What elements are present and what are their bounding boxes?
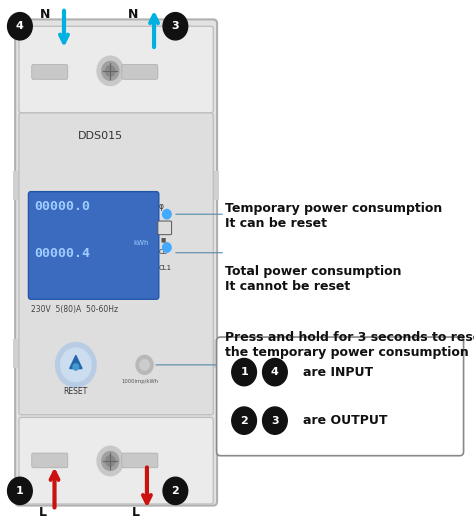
Text: N: N (40, 8, 51, 21)
FancyBboxPatch shape (32, 453, 68, 468)
Circle shape (136, 355, 153, 374)
Text: are INPUT: are INPUT (303, 365, 374, 379)
Text: are OUTPUT: are OUTPUT (303, 414, 388, 427)
FancyBboxPatch shape (19, 113, 213, 415)
Circle shape (102, 452, 119, 470)
Circle shape (8, 13, 32, 40)
FancyBboxPatch shape (19, 26, 213, 113)
Circle shape (163, 477, 188, 505)
Text: 00000.4: 00000.4 (35, 247, 91, 260)
Circle shape (140, 360, 149, 370)
Text: kWh: kWh (134, 240, 149, 246)
Text: 1000imp/kWh: 1000imp/kWh (121, 379, 158, 384)
Circle shape (56, 343, 96, 387)
FancyBboxPatch shape (28, 192, 159, 299)
Text: CL1: CL1 (159, 265, 172, 271)
FancyBboxPatch shape (15, 19, 217, 506)
Circle shape (163, 13, 188, 40)
Text: RESET: RESET (64, 387, 88, 396)
Circle shape (232, 407, 256, 434)
Text: 1: 1 (16, 486, 24, 496)
Circle shape (97, 56, 124, 86)
Circle shape (106, 66, 115, 76)
Text: Press and hold for 3 seconds to reset
the temporary power consumption: Press and hold for 3 seconds to reset th… (225, 331, 474, 359)
Polygon shape (70, 355, 82, 369)
FancyBboxPatch shape (122, 453, 158, 468)
Circle shape (8, 477, 32, 505)
Circle shape (97, 446, 124, 476)
Text: Total power consumption
It cannot be reset: Total power consumption It cannot be res… (225, 265, 401, 293)
Text: L: L (132, 506, 140, 519)
Bar (212, 171, 219, 200)
FancyBboxPatch shape (158, 221, 172, 235)
Circle shape (232, 359, 256, 386)
Circle shape (263, 407, 287, 434)
Text: 00000.0: 00000.0 (35, 200, 91, 213)
FancyBboxPatch shape (19, 417, 213, 504)
Circle shape (61, 348, 91, 382)
Text: 2: 2 (172, 486, 179, 496)
Text: N: N (128, 8, 138, 21)
Circle shape (106, 456, 115, 466)
FancyBboxPatch shape (217, 337, 464, 456)
Text: 4: 4 (16, 21, 24, 32)
Text: 2: 2 (240, 416, 248, 426)
Circle shape (73, 364, 79, 370)
Circle shape (263, 359, 287, 386)
FancyBboxPatch shape (122, 65, 158, 79)
Text: 230V  5(80)A  50-60Hz: 230V 5(80)A 50-60Hz (31, 306, 118, 314)
Text: ■: ■ (161, 238, 166, 243)
Text: 4: 4 (271, 367, 279, 377)
Text: φ: φ (159, 202, 164, 211)
Text: DDS015: DDS015 (78, 131, 123, 141)
Text: CE: CE (159, 249, 168, 255)
Bar (13, 339, 20, 367)
FancyBboxPatch shape (32, 65, 68, 79)
Bar (212, 339, 219, 367)
Text: 1: 1 (240, 367, 248, 377)
Circle shape (163, 209, 171, 219)
Circle shape (163, 243, 171, 252)
Text: 3: 3 (172, 21, 179, 32)
Bar (13, 171, 20, 200)
Text: Temporary power consumption
It can be reset: Temporary power consumption It can be re… (225, 202, 442, 230)
Circle shape (102, 61, 119, 80)
Text: L: L (39, 506, 47, 519)
Text: 3: 3 (271, 416, 279, 426)
